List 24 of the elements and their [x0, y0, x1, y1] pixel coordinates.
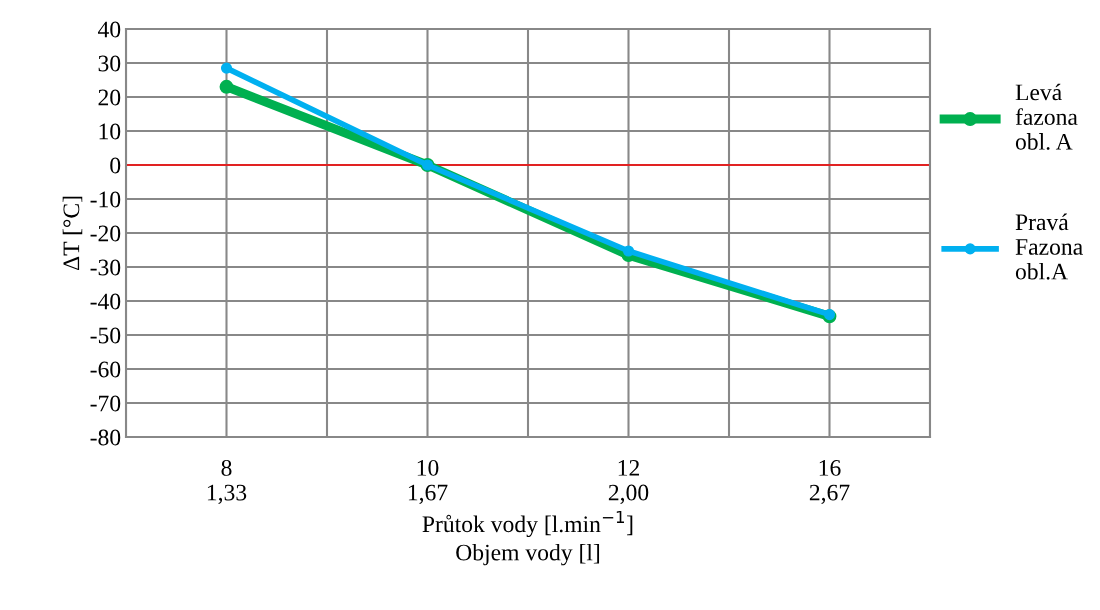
y-tick-label: 40	[97, 21, 121, 38]
y-tick-label: 20	[98, 89, 121, 106]
legend-label: Levá fazona obl. A	[1015, 83, 1078, 150]
y-tick-label: -80	[90, 429, 121, 446]
x-tick-label: 16 2,67	[809, 459, 850, 504]
y-tick-label: 10	[99, 123, 121, 140]
y-tick-label: -70	[90, 395, 121, 412]
text: Průtok vody [l.min$^{−1}$] Objem vody [l]	[422, 510, 633, 566]
legend-label: Pravá Fazona obl.A	[1015, 213, 1083, 280]
y-axis-title: ΔT [°C]	[62, 196, 83, 271]
y-tick-label: -30	[90, 259, 121, 276]
y-tick-label: 30	[98, 55, 121, 72]
point	[219, 79, 234, 94]
x-tick-label: 10 1,67	[408, 459, 448, 504]
x-tick-label: 8 1,33	[207, 459, 247, 504]
y-tick-label: -20	[90, 225, 121, 242]
y-tick-label: -10	[90, 191, 121, 208]
y-tick-label: -50	[90, 327, 121, 344]
point	[622, 245, 635, 257]
y-tick-label: 0	[110, 157, 121, 174]
point	[220, 62, 233, 74]
y-tick-label: -40	[90, 293, 121, 310]
x-tick-label: 12 2,00	[608, 459, 649, 504]
y-tick-label: -60	[90, 361, 121, 378]
